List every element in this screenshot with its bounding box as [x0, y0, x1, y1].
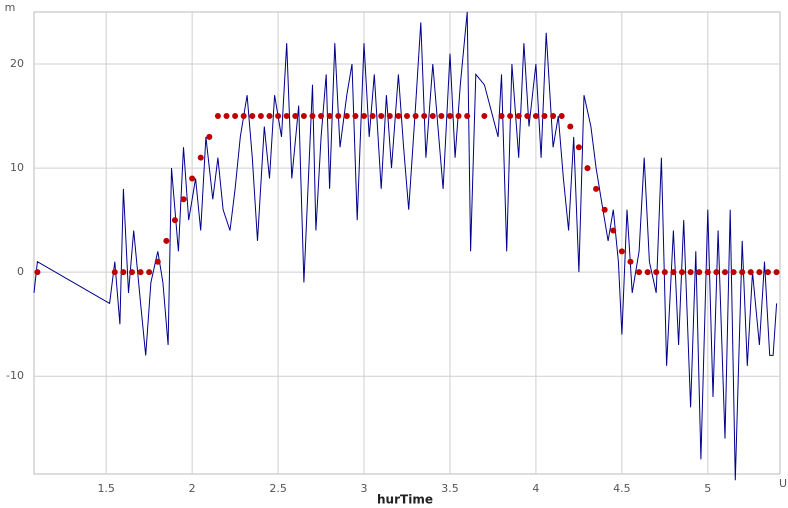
data-point: [275, 113, 282, 120]
data-point: [197, 154, 204, 161]
x-tick-label: 4.5: [613, 482, 631, 495]
data-point: [223, 113, 230, 120]
data-point: [189, 175, 196, 182]
data-point: [412, 113, 419, 120]
y-tick-label: -10: [6, 369, 24, 382]
data-point: [163, 237, 170, 244]
data-line: [33, 11, 778, 481]
data-point: [756, 269, 763, 276]
data-point: [446, 113, 453, 120]
data-point: [137, 269, 144, 276]
data-point: [146, 269, 153, 276]
data-point: [309, 113, 316, 120]
y-tick-label: 20: [10, 57, 24, 70]
data-point: [369, 113, 376, 120]
data-point: [438, 113, 445, 120]
data-point: [335, 113, 342, 120]
data-point: [541, 113, 548, 120]
data-point: [567, 123, 574, 130]
data-point: [747, 269, 754, 276]
y-tick-label: 0: [17, 265, 24, 278]
y-tick-label: 10: [10, 161, 24, 174]
data-point: [343, 113, 350, 120]
data-point: [696, 269, 703, 276]
data-point: [361, 113, 368, 120]
data-point: [618, 248, 625, 255]
x-unit: U: [779, 477, 787, 490]
data-point: [498, 113, 505, 120]
data-point: [378, 113, 385, 120]
data-point: [352, 113, 359, 120]
data-point: [627, 258, 634, 265]
data-point: [739, 269, 746, 276]
data-point: [404, 113, 410, 120]
data-point: [679, 269, 686, 276]
data-point: [515, 113, 522, 120]
plot-area: [33, 11, 781, 475]
data-point: [257, 113, 264, 120]
data-point: [206, 133, 213, 140]
data-point: [481, 113, 488, 120]
data-point: [550, 113, 557, 120]
data-point: [524, 113, 531, 120]
x-tick-label: 3.5: [441, 482, 459, 495]
data-point: [232, 113, 239, 120]
x-tick-label: 2.5: [269, 482, 287, 495]
data-point: [249, 113, 256, 120]
data-point: [128, 269, 135, 276]
data-point: [704, 269, 711, 276]
data-point: [283, 113, 290, 120]
data-point: [610, 227, 617, 234]
x-tick-label: 3: [361, 482, 368, 495]
data-point: [300, 113, 307, 120]
x-axis-label: hurTime: [377, 493, 433, 507]
data-point: [386, 113, 393, 120]
data-point: [721, 269, 728, 276]
data-point: [421, 113, 428, 120]
data-point: [670, 269, 677, 276]
data-point: [653, 269, 660, 276]
data-point: [558, 113, 565, 120]
data-point: [730, 269, 737, 276]
y-unit: m: [5, 1, 16, 14]
data-point: [593, 185, 600, 192]
x-tick-label: 1.5: [97, 482, 115, 495]
data-point: [464, 113, 471, 120]
data-point: [111, 269, 118, 276]
data-point: [713, 269, 720, 276]
data-point: [326, 113, 333, 120]
data-point: [764, 269, 771, 276]
data-point: [507, 113, 514, 120]
data-point: [661, 269, 668, 276]
data-point: [532, 113, 539, 120]
data-point: [292, 113, 299, 120]
data-point: [687, 269, 694, 276]
data-point: [429, 113, 436, 120]
data-point: [34, 269, 41, 276]
data-point: [584, 165, 591, 172]
data-point: [266, 113, 273, 120]
data-point: [395, 113, 402, 120]
data-point: [318, 113, 325, 120]
data-point: [455, 113, 462, 120]
data-point: [214, 113, 221, 120]
data-point: [773, 269, 780, 276]
data-point: [575, 144, 582, 151]
data-point: [154, 258, 161, 265]
data-point: [240, 113, 247, 120]
data-point: [120, 269, 127, 276]
data-point: [636, 269, 643, 276]
data-point: [171, 217, 178, 224]
x-tick-label: 2: [189, 482, 196, 495]
data-point: [644, 269, 651, 276]
data-point: [601, 206, 608, 213]
x-tick-label: 4: [532, 482, 539, 495]
data-point: [180, 196, 187, 203]
x-tick-label: 5: [704, 482, 711, 495]
